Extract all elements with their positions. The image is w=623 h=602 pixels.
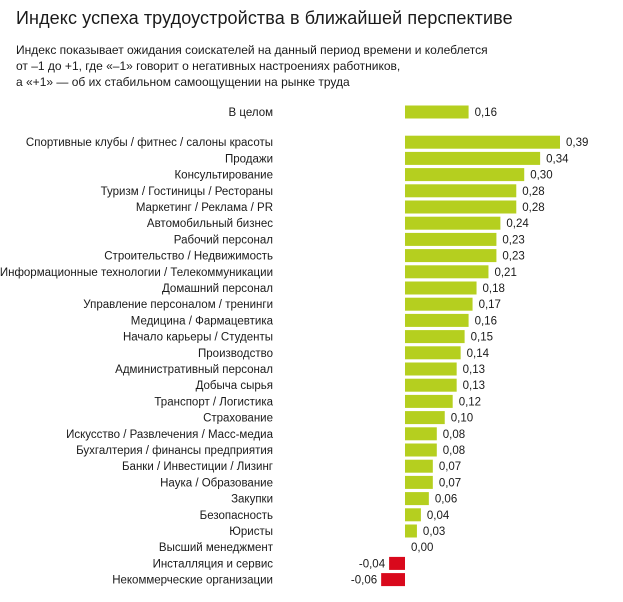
value-label: 0,08 bbox=[443, 445, 465, 457]
value-label: 0,17 bbox=[479, 299, 501, 311]
category-label: Начало карьеры / Студенты bbox=[123, 332, 273, 344]
bar bbox=[405, 105, 469, 119]
bar bbox=[405, 249, 497, 263]
bar bbox=[389, 556, 405, 570]
category-label: Инсталляция и сервис bbox=[153, 558, 274, 570]
value-label: 0,23 bbox=[502, 251, 524, 263]
value-label: 0,16 bbox=[475, 107, 497, 119]
bar bbox=[405, 362, 457, 376]
value-label: 0,08 bbox=[443, 429, 465, 441]
category-label: Транспорт / Логистика bbox=[154, 396, 273, 408]
value-label: 0,13 bbox=[463, 364, 485, 376]
category-label: Управление персоналом / тренинги bbox=[83, 299, 273, 311]
value-label: 0,16 bbox=[475, 315, 497, 327]
bar bbox=[405, 232, 497, 246]
category-label: Искусство / Развлечения / Масс-медиа bbox=[66, 429, 274, 441]
subtitle-line: от –1 до +1, где «–1» говорит о негативн… bbox=[16, 59, 401, 73]
value-label: 0,12 bbox=[459, 396, 481, 408]
category-label: Административный персонал bbox=[115, 364, 273, 376]
category-label: Некоммерческие организации bbox=[112, 575, 273, 587]
bar bbox=[405, 508, 421, 522]
bar bbox=[405, 475, 433, 489]
bar bbox=[381, 573, 405, 587]
bar bbox=[405, 492, 429, 506]
category-label: В целом bbox=[229, 107, 274, 119]
value-label: 0,28 bbox=[522, 202, 544, 214]
category-label: Высший менеджмент bbox=[159, 542, 274, 554]
bar bbox=[405, 443, 437, 457]
value-label: 0,00 bbox=[411, 542, 433, 554]
bar bbox=[405, 378, 457, 392]
category-label: Закупки bbox=[231, 494, 273, 506]
value-label: 0,07 bbox=[439, 461, 461, 473]
bar bbox=[405, 524, 417, 538]
value-label: 0,23 bbox=[502, 234, 524, 246]
bar bbox=[405, 346, 461, 360]
category-label: Маркетинг / Реклама / PR bbox=[136, 202, 273, 214]
value-label: 0,13 bbox=[463, 380, 485, 392]
category-label: Страхование bbox=[203, 413, 273, 425]
value-label: 0,39 bbox=[566, 137, 588, 149]
category-label: Добыча сырья bbox=[196, 380, 273, 392]
category-label: Домашний персонал bbox=[162, 283, 273, 295]
subtitle-line: а «+1» — об их стабильном самоощущении н… bbox=[16, 75, 350, 89]
bar bbox=[405, 151, 541, 165]
bar bbox=[405, 265, 489, 279]
bar bbox=[405, 330, 465, 344]
bar bbox=[405, 200, 517, 214]
category-label: Безопасность bbox=[200, 510, 273, 522]
value-label: 0,03 bbox=[423, 526, 445, 538]
category-label: Спортивные клубы / фитнес / салоны красо… bbox=[26, 137, 273, 149]
category-label: Информационные технологии / Телекоммуник… bbox=[0, 267, 273, 279]
value-label: 0,06 bbox=[435, 494, 457, 506]
value-label: 0,21 bbox=[494, 267, 516, 279]
category-label: Продажи bbox=[225, 153, 273, 165]
bar bbox=[405, 216, 501, 230]
bar bbox=[405, 281, 477, 295]
category-label: Туризм / Гостиницы / Рестораны bbox=[101, 186, 273, 198]
value-label: 0,24 bbox=[506, 218, 529, 230]
category-label: Строительство / Недвижимость bbox=[104, 251, 273, 263]
bar bbox=[405, 427, 437, 441]
value-label: 0,07 bbox=[439, 477, 461, 489]
bar bbox=[405, 459, 433, 473]
category-label: Банки / Инвестиции / Лизинг bbox=[122, 461, 273, 473]
category-label: Медицина / Фармацевтика bbox=[131, 315, 274, 327]
bar bbox=[405, 184, 517, 198]
category-label: Бухгалтерия / финансы предприятия bbox=[76, 445, 273, 457]
value-label: 0,28 bbox=[522, 186, 544, 198]
category-label: Рабочий персонал bbox=[174, 234, 273, 246]
value-label: 0,14 bbox=[467, 348, 490, 360]
category-label: Юристы bbox=[229, 526, 273, 538]
value-label: 0,30 bbox=[530, 170, 552, 182]
category-label: Автомобильный бизнес bbox=[147, 218, 273, 230]
value-label: -0,04 bbox=[359, 558, 386, 570]
bar bbox=[405, 411, 445, 425]
bar bbox=[405, 313, 469, 327]
subtitle-line: Индекс показывает ожидания соискателей н… bbox=[16, 43, 488, 57]
category-label: Консультирование bbox=[174, 170, 273, 182]
bar bbox=[405, 394, 453, 408]
category-label: Производство bbox=[198, 348, 273, 360]
value-label: 0,18 bbox=[483, 283, 505, 295]
bar bbox=[405, 297, 473, 311]
bar bbox=[405, 168, 525, 182]
bar bbox=[405, 135, 560, 149]
chart-title: Индекс успеха трудоустройства в ближайше… bbox=[16, 8, 513, 28]
value-label: 0,34 bbox=[546, 153, 569, 165]
value-label: 0,04 bbox=[427, 510, 450, 522]
value-label: 0,15 bbox=[471, 332, 493, 344]
value-label: -0,06 bbox=[351, 575, 377, 587]
category-label: Наука / Образование bbox=[160, 477, 273, 489]
value-label: 0,10 bbox=[451, 413, 473, 425]
chart-subtitle: Индекс показывает ожидания соискателей н… bbox=[16, 42, 576, 90]
